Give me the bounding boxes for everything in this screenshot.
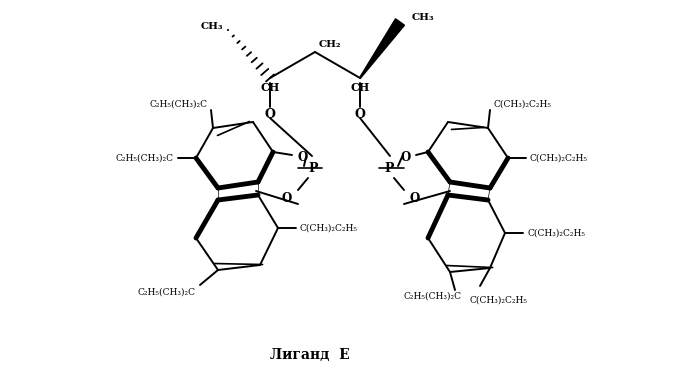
Text: O: O [354,107,366,121]
Text: CH: CH [260,82,280,93]
Text: C(CH₃)₂C₂H₅: C(CH₃)₂C₂H₅ [493,100,551,109]
Text: C(CH₃)₂C₂H₅: C(CH₃)₂C₂H₅ [527,228,585,238]
Text: CH₃: CH₃ [412,12,435,21]
Text: P: P [308,161,318,175]
Text: C(CH₃)₂C₂H₅: C(CH₃)₂C₂H₅ [300,224,358,233]
Text: CH₂: CH₂ [319,40,342,49]
Text: C₂H₅(CH₃)₂C: C₂H₅(CH₃)₂C [404,291,462,300]
Text: CH₃: CH₃ [201,21,223,30]
Text: O: O [410,191,420,205]
Text: O: O [401,151,411,163]
Text: CH: CH [350,82,370,93]
Text: C(CH₃)₂C₂H₅: C(CH₃)₂C₂H₅ [530,154,588,163]
Text: C₂H₅(CH₃)₂C: C₂H₅(CH₃)₂C [138,287,196,296]
Text: O: O [264,107,275,121]
Text: P: P [384,161,394,175]
Polygon shape [359,19,405,78]
Text: O: O [297,151,308,163]
Text: Лиганд  E: Лиганд E [270,348,350,362]
Text: C₂H₅(CH₃)₂C: C₂H₅(CH₃)₂C [150,100,208,109]
Text: C(CH₃)₂C₂H₅: C(CH₃)₂C₂H₅ [470,296,528,305]
Text: C₂H₅(CH₃)₂C: C₂H₅(CH₃)₂C [116,154,174,163]
Text: O: O [282,191,292,205]
